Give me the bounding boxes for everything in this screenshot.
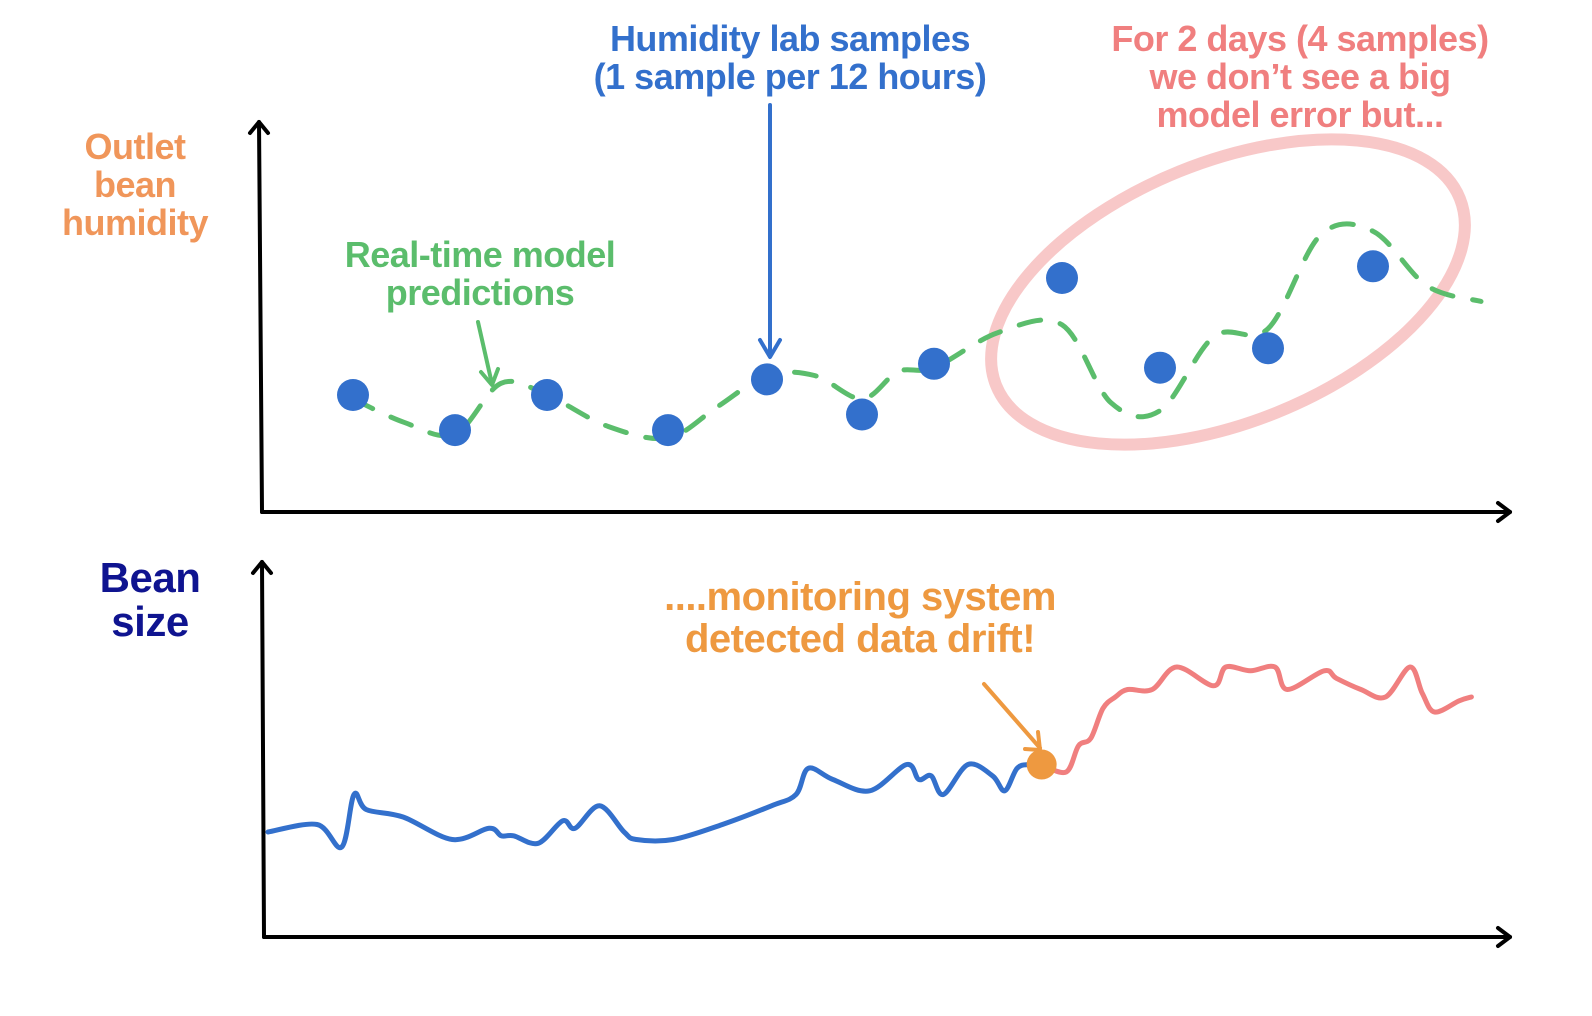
lab-samples-annotation: Humidity lab samples (1 sample per 12 ho… <box>500 20 1080 96</box>
lab-sample-point <box>751 363 783 396</box>
annotation-line: model error but... <box>1156 93 1444 135</box>
lab-samples-arrow <box>758 103 782 359</box>
annotation-line: ....monitoring system <box>664 575 1056 619</box>
bottom-y-axis-arrowhead <box>251 560 273 575</box>
top-y-axis <box>257 120 264 514</box>
annotation-line: we don’t see a big <box>1149 55 1451 97</box>
lab-sample-point <box>1046 262 1078 294</box>
highlight-ellipse <box>985 133 1471 451</box>
lab-sample-points <box>337 250 1389 447</box>
lab-sample-point <box>337 379 369 411</box>
bottom-y-axis-label-line: size <box>111 598 189 646</box>
bean-size-line-after-drift <box>1039 663 1474 776</box>
annotation-line: Real-time model <box>344 234 616 275</box>
top-x-axis-arrowhead <box>1496 501 1512 523</box>
top-chart-axes <box>248 120 1512 523</box>
predictions-arrow <box>476 320 500 387</box>
annotation-line: For 2 days (4 samples) <box>1111 18 1489 59</box>
lab-sample-point <box>1144 351 1176 384</box>
lab-sample-point <box>918 347 950 380</box>
top-y-axis-label: Outlet bean humidity <box>30 128 240 241</box>
drift-detection-point <box>1026 749 1057 780</box>
lab-sample-point <box>1357 250 1389 283</box>
lab-sample-point <box>1252 332 1284 365</box>
annotation-line: (1 sample per 12 hours) <box>593 55 987 97</box>
annotation-line: predictions <box>385 271 575 313</box>
bottom-chart-axes <box>251 560 1512 948</box>
lab-sample-point <box>846 398 878 431</box>
predictions-annotation: Real-time model predictions <box>290 236 670 312</box>
top-y-axis-label-line: humidity <box>62 201 209 243</box>
bottom-y-axis-label-line: Bean <box>99 554 201 601</box>
lab-sample-point <box>439 414 471 447</box>
annotation-line: detected data drift! <box>684 617 1036 661</box>
lab-sample-point <box>531 379 563 411</box>
top-y-axis-arrowhead <box>248 120 270 135</box>
data-drift-annotation: ....monitoring system detected data drif… <box>590 576 1130 660</box>
top-y-axis-label-line: bean <box>93 163 177 205</box>
model-error-annotation: For 2 days (4 samples) we don’t see a bi… <box>1020 20 1580 133</box>
drift-arrow <box>982 682 1042 752</box>
top-y-axis-label-line: Outlet <box>84 126 187 167</box>
bottom-y-axis <box>260 560 266 939</box>
bottom-y-axis-label: Bean size <box>60 554 240 646</box>
bean-size-line-before-drift <box>265 761 1045 851</box>
lab-sample-point <box>652 414 684 447</box>
annotation-line: Humidity lab samples <box>609 18 971 59</box>
bottom-x-axis-arrowhead <box>1496 926 1512 948</box>
